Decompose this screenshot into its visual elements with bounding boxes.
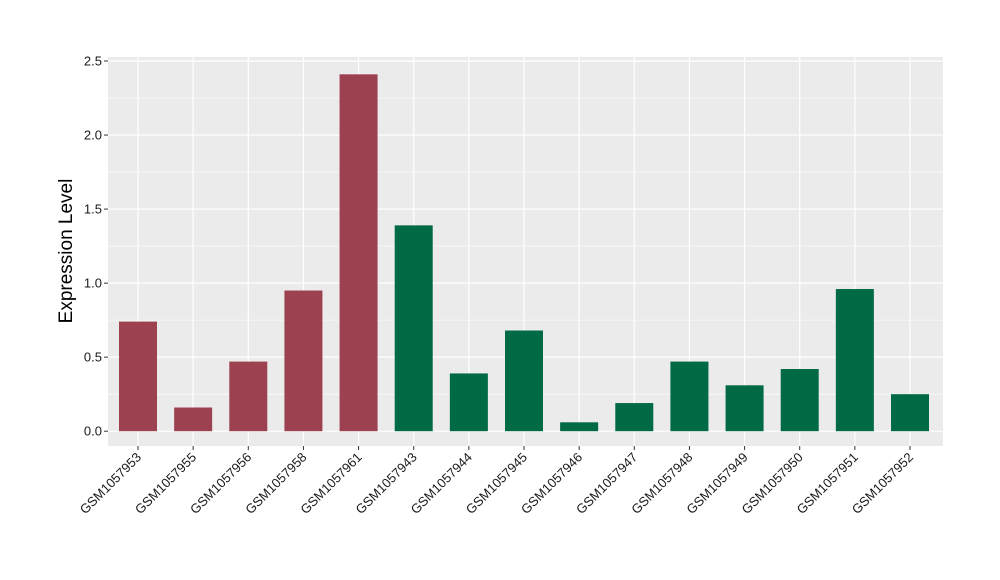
y-tick-label: 2.0 (84, 128, 102, 143)
y-axis: 0.0 0.5 1.0 1.5 2.0 2.5 (84, 54, 108, 439)
grid-lines (108, 57, 943, 446)
y-axis-title: Expression Level (56, 179, 77, 324)
bar-GSM1057958 (284, 290, 323, 432)
bar-GSM1057947 (615, 403, 654, 432)
bar-GSM1057955 (174, 407, 213, 432)
y-tick-label: 0.5 (84, 350, 102, 365)
bar-GSM1057953 (119, 321, 157, 432)
bar-GSM1057961 (339, 74, 378, 432)
bars (119, 74, 929, 432)
y-tick-label: 0.0 (84, 424, 102, 439)
bar-GSM1057950 (780, 369, 819, 432)
bar-GSM1057948 (670, 361, 709, 432)
bar-GSM1057956 (229, 361, 268, 432)
bar-GSM1057943 (394, 225, 433, 432)
bar-GSM1057951 (835, 289, 874, 432)
bar-GSM1057946 (560, 422, 599, 432)
y-tick-label: 1.5 (84, 202, 102, 217)
y-tick-label: 1.0 (84, 276, 102, 291)
bar-GSM1057944 (449, 373, 488, 432)
bar-GSM1057952 (891, 394, 929, 432)
bar-GSM1057949 (725, 385, 764, 432)
y-tick-label: 2.5 (84, 54, 102, 69)
bar-GSM1057945 (505, 330, 543, 432)
x-axis: GSM1057953GSM1057955GSM1057956GSM1057958… (77, 446, 916, 517)
